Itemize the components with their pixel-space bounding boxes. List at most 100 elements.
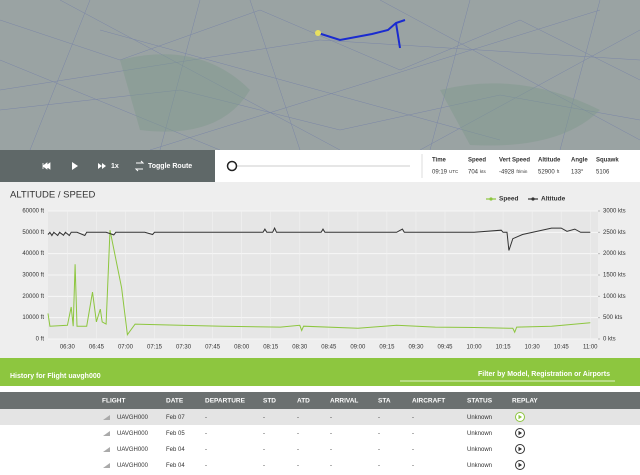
stat-label: Squawk [596, 158, 619, 164]
table-row[interactable] [0, 457, 640, 473]
y-tick-label: 50000 ft [22, 230, 44, 236]
x-tick-label: 09:45 [437, 345, 453, 351]
flight-route [317, 19, 406, 42]
legend-label[interactable]: Speed [499, 196, 519, 203]
spacer [0, 386, 640, 392]
table-cell: - [412, 447, 414, 453]
x-tick-label: 11:00 [583, 345, 598, 351]
table-cell: - [330, 415, 332, 421]
column-header: AIRCRAFT [412, 398, 445, 405]
table-cell: Unknown [467, 415, 492, 421]
column-header: STATUS [467, 398, 493, 405]
x-tick-label: 10:15 [496, 345, 512, 351]
speed-factor[interactable]: 1x [111, 163, 119, 170]
table-cell: UAVGH000 [117, 447, 149, 453]
legend-label[interactable]: Altitude [541, 196, 566, 203]
table-cell: - [205, 431, 207, 437]
stat-label: Speed [468, 158, 486, 164]
table-cell: - [297, 447, 299, 453]
y-tick-label: 30000 ft [22, 273, 44, 279]
y-tick-label: 40000 ft [22, 251, 44, 257]
stat-label: Time [432, 158, 447, 164]
series-line [47, 230, 591, 337]
plane-icon [103, 415, 110, 420]
stat-value: 704 kts [468, 169, 487, 175]
x-tick-label: 10:45 [554, 345, 570, 351]
y2-tick-label: 0 kts [603, 337, 616, 343]
x-tick-label: 09:30 [408, 345, 424, 351]
table-cell: Unknown [467, 447, 492, 453]
x-tick-label: 08:45 [321, 345, 337, 351]
stat-unit: kts [480, 169, 487, 174]
table-cell: - [297, 415, 299, 421]
filter-input[interactable]: Filter by Model, Registration or Airport… [478, 371, 610, 378]
column-header: ATD [297, 398, 310, 405]
table-cell: Unknown [467, 431, 492, 437]
x-tick-label: 08:00 [234, 345, 250, 351]
legend-dot [489, 197, 493, 201]
table-row[interactable] [0, 409, 640, 425]
table-cell: - [263, 463, 265, 469]
table-cell: - [263, 415, 265, 421]
stat-value: 09:19 UTC [432, 169, 459, 175]
table-cell: - [297, 463, 299, 469]
x-tick-label: 10:30 [525, 345, 541, 351]
stat-unit: UTC [449, 169, 459, 174]
stat-value: -4928 ft/min [499, 169, 528, 175]
column-header: REPLAY [512, 398, 538, 405]
table-cell: - [378, 431, 380, 437]
table-cell: Feb 04 [166, 463, 185, 469]
x-tick-label: 09:00 [350, 345, 366, 351]
flight-stats: Time 09:19 UTC Speed 704 kts Vert Speed -4928 ft… [432, 158, 619, 176]
table-cell: UAVGH000 [117, 463, 149, 469]
y-tick-label: 0 ft [36, 337, 45, 343]
play-button[interactable] [72, 162, 78, 170]
replay-icon [518, 430, 522, 436]
plane-icon [103, 447, 110, 452]
table-cell: - [412, 431, 414, 437]
y-tick-label: 60000 ft [22, 209, 44, 215]
timeline-handle[interactable] [226, 160, 238, 172]
chart: 0 ft 10000 ft 20000 ft 30000 ft 40000 ft 5000… [22, 196, 625, 351]
table-cell: - [412, 415, 414, 421]
replay-icon [518, 462, 522, 468]
y-tick-label: 10000 ft [22, 315, 44, 321]
y2-tick-label: 3000 kts [603, 209, 626, 215]
table-cell: - [205, 447, 207, 453]
table-cell: - [412, 463, 414, 469]
table-row[interactable] [0, 425, 640, 441]
table-cell: - [263, 431, 265, 437]
table-cell: - [205, 463, 207, 469]
history-title: History for Flight uavgh000 [10, 373, 101, 380]
y2-tick-label: 1000 kts [603, 294, 626, 300]
replay-icon [518, 446, 522, 452]
column-header: DEPARTURE [205, 398, 246, 405]
fast-forward-button[interactable] [98, 163, 106, 169]
toggle-route[interactable]: Toggle Route [148, 163, 192, 170]
table-row[interactable] [0, 441, 640, 457]
series-line [47, 226, 591, 251]
replay-icon [518, 414, 522, 420]
column-header: FLIGHT [102, 398, 125, 405]
legend-dot [531, 197, 535, 201]
table-cell: - [378, 463, 380, 469]
aircraft-icon[interactable] [315, 30, 321, 36]
player-controls [0, 150, 215, 182]
map-airways [0, 0, 640, 151]
flight-route-branch [395, 22, 401, 49]
table-cell: Feb 04 [166, 447, 185, 453]
x-tick-label: 07:45 [205, 345, 221, 351]
stat-value: 52900 ft [538, 169, 560, 175]
x-tick-label: 10:00 [467, 345, 483, 351]
table-cell: - [297, 431, 299, 437]
column-header: STA [378, 398, 391, 405]
stat-label: Vert Speed [499, 158, 530, 164]
table-cell: - [263, 447, 265, 453]
plane-icon [103, 463, 110, 468]
y2-tick-label: 2500 kts [603, 230, 626, 236]
table-header [0, 392, 640, 409]
stat-unit: ft [557, 169, 560, 174]
rewind-button[interactable] [42, 162, 51, 170]
table-cell: - [330, 431, 332, 437]
